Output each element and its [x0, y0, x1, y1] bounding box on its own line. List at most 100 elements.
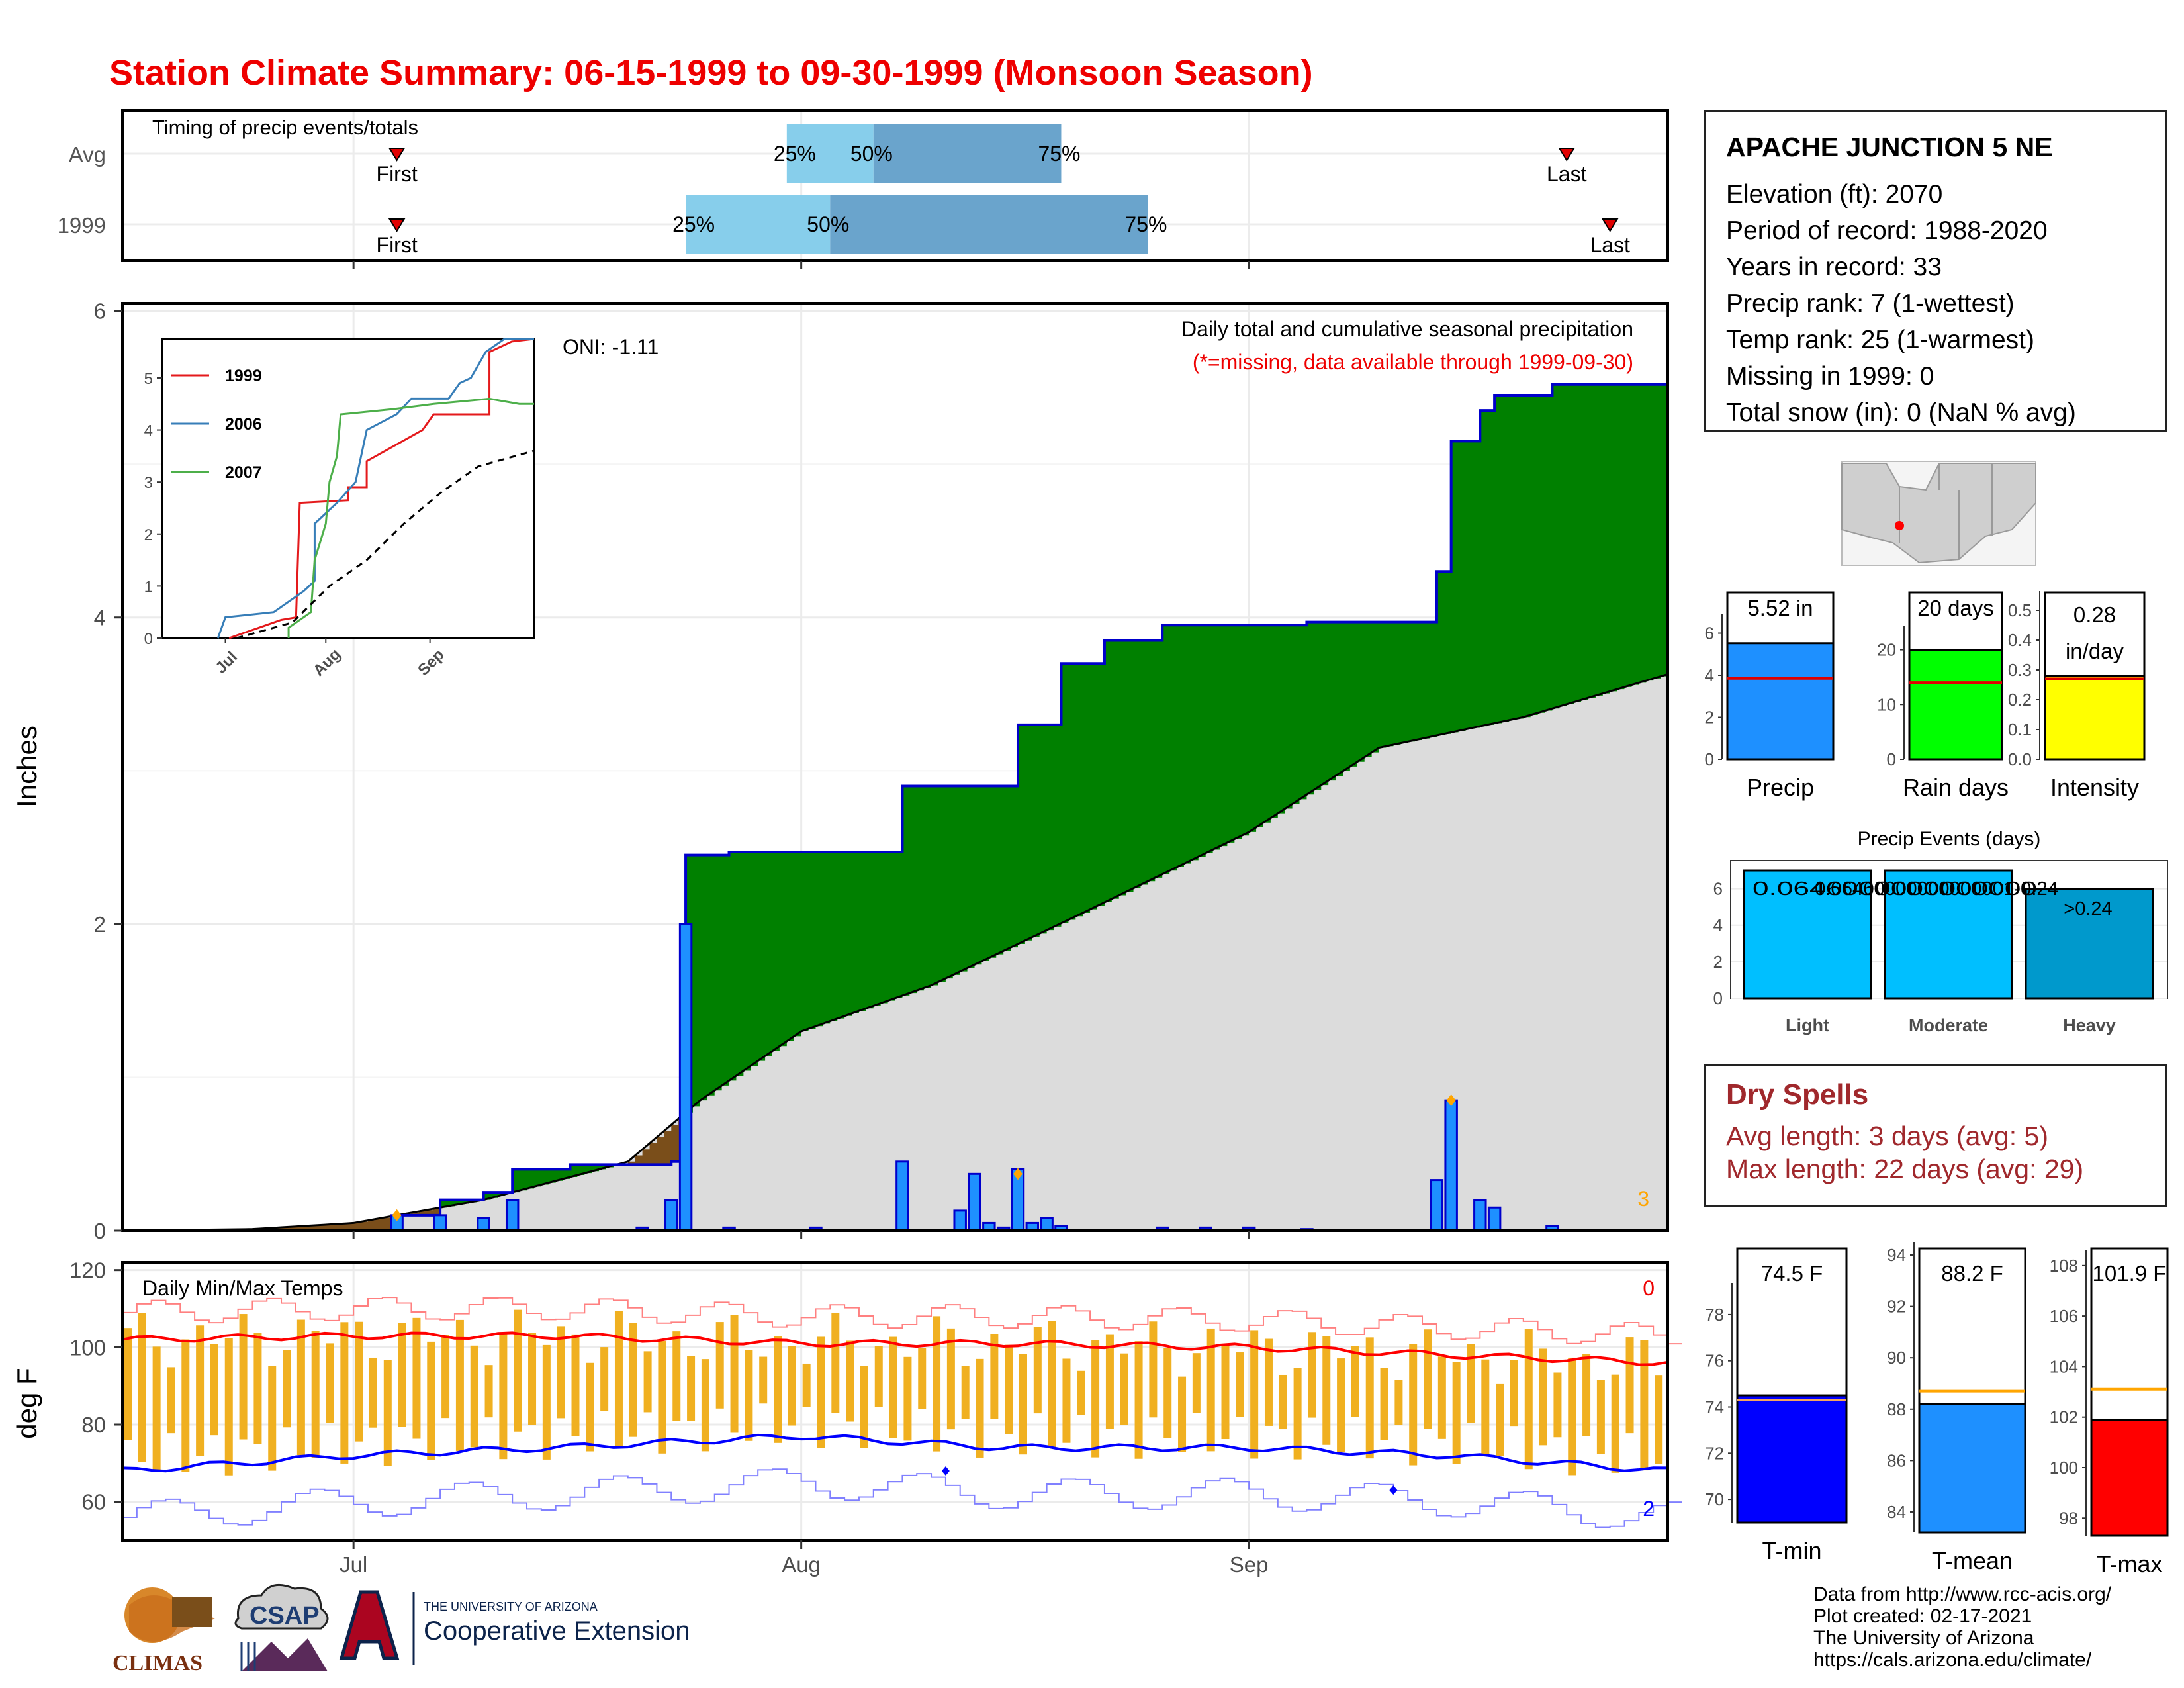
- daily-temp-range-bar: [831, 1312, 840, 1413]
- daily-temp-range-bar: [1077, 1370, 1085, 1415]
- daily-temp-range-bar: [196, 1325, 205, 1456]
- summary-bar-tick-label: 86: [1887, 1450, 1906, 1470]
- daily-temp-range-bar: [1424, 1329, 1432, 1429]
- events-y-tick-label: 6: [1713, 879, 1723, 899]
- figure-title: Station Climate Summary: 06-15-1999 to 0…: [109, 53, 1313, 93]
- daily-temp-range-bar: [1640, 1340, 1649, 1471]
- daily-temp-range-bar: [1409, 1344, 1418, 1466]
- timing-p50-label: 50%: [807, 212, 849, 236]
- daily-temp-range-bar: [1293, 1368, 1302, 1460]
- daily-precip-bar: [678, 923, 693, 1232]
- daily-precip-bar: [477, 1217, 490, 1232]
- timing-bar-early: [686, 195, 831, 254]
- oni-value: ONI: -1.11: [563, 335, 659, 359]
- first-event-marker: [388, 148, 406, 162]
- summary-bar-label: Precip: [1747, 774, 1814, 801]
- timing-p75-label: 75%: [1124, 212, 1167, 236]
- inset-y-tick-label: 2: [144, 526, 153, 544]
- record-marker: [1446, 1094, 1456, 1107]
- daily-temp-range-bar: [946, 1328, 955, 1430]
- daily-temp-range-bar: [614, 1311, 623, 1448]
- timing-row-label-avg: Avg: [69, 142, 106, 167]
- cumulative-precip-line: [122, 383, 1668, 1232]
- credit-url: https://cals.arizona.edu/climate/: [1813, 1649, 2092, 1671]
- daily-temp-range-bar: [1481, 1359, 1490, 1456]
- daily-temp-range-bar: [1178, 1376, 1187, 1452]
- station-elevation: Elevation (ft): 2070: [1726, 180, 1943, 209]
- credit-date: Plot created: 02-17-2021: [1813, 1605, 2032, 1627]
- ua-logo: THE UNIVERSITY OF ARIZONA Cooperative Ex…: [339, 1590, 690, 1665]
- daily-temp-range-bar: [933, 1316, 941, 1452]
- daily-temp-range-bar: [889, 1336, 897, 1438]
- daily-temp-range-bar: [514, 1309, 522, 1432]
- daily-temp-range-bar: [1221, 1345, 1230, 1440]
- daily-temp-range-bar: [1611, 1374, 1619, 1473]
- daily-precip-bar: [433, 1214, 447, 1232]
- summary-bar-tick-label: 100: [2050, 1458, 2078, 1477]
- daily-temp-range-bar: [1496, 1383, 1504, 1456]
- events-bar-heavy: [2025, 888, 2154, 1000]
- summary-bar-tick-label: 4: [1705, 665, 1714, 685]
- events-x-tick-label: Heavy: [2063, 1015, 2116, 1035]
- daily-temp-range-bar: [874, 1346, 883, 1407]
- timing-bar-early: [786, 124, 874, 183]
- csap-logo: CSAP: [234, 1583, 329, 1671]
- inset-y-tick-label: 5: [144, 370, 153, 388]
- events-y-tick-label: 4: [1713, 915, 1723, 935]
- csap-text: CSAP: [250, 1602, 320, 1630]
- daily-precip-bar: [1487, 1206, 1502, 1232]
- summary-bar-tick-label: 94: [1887, 1245, 1906, 1265]
- daily-precip-bar: [1040, 1217, 1054, 1232]
- logos: CLIMAS CSAP THE UNIVERSITY OF ARIZONA Co…: [113, 1583, 690, 1675]
- daily-temp-range-bar: [412, 1317, 421, 1439]
- summary-bar-t-mean: [1918, 1403, 2026, 1534]
- temp-count-top: 0: [1643, 1276, 1655, 1300]
- summary-bar-label: T-min: [1762, 1537, 1822, 1564]
- precip-y-tick-label: 2: [94, 912, 106, 937]
- month-tick-label: Jul: [340, 1552, 367, 1577]
- record-low-marker: [941, 1466, 950, 1476]
- events-y-tick-label: 2: [1713, 952, 1723, 972]
- daily-temp-range-bar: [1005, 1344, 1013, 1434]
- station-period: Period of record: 1988-2020: [1726, 216, 2048, 245]
- summary-bar-value-label: 0.28: [2073, 602, 2116, 627]
- daily-temp-range-bar: [1250, 1330, 1259, 1459]
- daily-temp-range-bar: [1033, 1327, 1042, 1414]
- summary-bar-tick-label: 0: [1705, 749, 1714, 769]
- daily-temp-range-bar: [499, 1333, 508, 1460]
- summary-bar-tick-label: 0.2: [2008, 690, 2032, 710]
- events-title: Precip Events (days): [1858, 828, 2041, 850]
- daily-temp-range-bar: [1582, 1354, 1591, 1436]
- daily-temp-range-bar: [976, 1358, 984, 1458]
- daily-temp-range-bar: [355, 1321, 363, 1442]
- summary-bar-label: Rain days: [1903, 774, 2009, 801]
- summary-bar-t-min: [1736, 1394, 1848, 1524]
- daily-temp-range-bar: [340, 1322, 349, 1464]
- daily-precip-bar: [664, 1199, 678, 1232]
- summary-bar-value-label: 101.9 F: [2093, 1261, 2167, 1286]
- daily-temp-range-bar: [224, 1338, 233, 1476]
- temp-y-tick-label: 60: [81, 1490, 106, 1515]
- daily-temp-range-bar: [124, 1328, 132, 1440]
- daily-temp-range-bar: [1524, 1329, 1533, 1470]
- summary-bar-tick-label: 10: [1877, 694, 1896, 714]
- inset-legend-label: 2006: [225, 415, 262, 434]
- daily-temp-range-bar: [398, 1323, 406, 1427]
- summary-bar-tick-label: 76: [1705, 1351, 1724, 1371]
- month-tick-label: Sep: [1230, 1552, 1269, 1577]
- daily-temp-range-bar: [961, 1366, 970, 1419]
- missing-count: 3: [1637, 1187, 1649, 1211]
- daily-temp-range-bar: [1568, 1357, 1576, 1476]
- daily-temp-range-bar: [1510, 1360, 1518, 1427]
- station-precip-rank: Precip rank: 7 (1-wettest): [1726, 289, 2015, 318]
- last-event-marker: [1601, 218, 1619, 232]
- events-moderate-threshold: 0.06460000000000001-0.24: [1815, 878, 2058, 900]
- daily-temp-range-bar: [1365, 1337, 1374, 1459]
- daily-temp-range-bar: [1120, 1353, 1128, 1425]
- daily-temp-range-bar: [1394, 1380, 1403, 1425]
- events-heavy-threshold: >0.24: [2064, 898, 2112, 919]
- inset-avg-line: [236, 449, 535, 639]
- daily-temp-range-bar: [210, 1344, 218, 1436]
